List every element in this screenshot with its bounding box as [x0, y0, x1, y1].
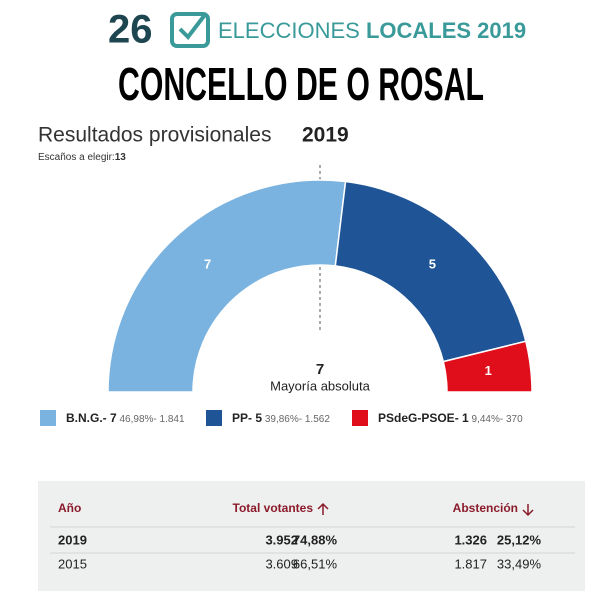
seat-segment	[107, 179, 347, 393]
legend-swatch	[352, 410, 368, 426]
seats-line: Escaños a elegir:13	[38, 152, 126, 163]
table-cell: 1.817	[454, 556, 487, 571]
seats-label: Escaños a elegir:	[38, 152, 115, 163]
seat-segment	[334, 180, 527, 363]
legend-swatch	[206, 410, 222, 426]
seat-label: 1	[485, 363, 492, 378]
legend-seats: 7	[110, 411, 117, 425]
legend-name: PSdeG-PSOE	[378, 411, 455, 425]
legend-entry: B.N.G.- 7 46,98%- 1.841	[66, 411, 185, 425]
legend-name: B.N.G.	[66, 411, 103, 425]
sort-up-icon	[317, 502, 329, 515]
legend-separator: -	[500, 414, 506, 425]
legend-percent: 46,98%	[117, 414, 154, 425]
table-cell: 33,49%	[497, 556, 542, 571]
check-icon	[170, 12, 210, 48]
legend-separator: -	[299, 414, 305, 425]
legend-votes: 1.841	[160, 414, 185, 425]
majority-label: Mayoría absoluta	[270, 378, 370, 393]
seats: 13	[115, 152, 127, 163]
majority: 7	[316, 361, 324, 378]
legend-separator: -	[248, 411, 255, 425]
table-cell: 25,12%	[497, 532, 542, 547]
legend-percent: 39,86%	[262, 414, 299, 425]
legend-votes: 370	[506, 414, 523, 425]
legend-percent: 9,44%	[469, 414, 500, 425]
brand: ELECCIONES LOCALES 2019	[218, 18, 526, 43]
legend-separator: -	[153, 414, 159, 425]
table-cell: 1.326	[454, 532, 487, 547]
table-bg	[38, 481, 585, 591]
table-cell: 74,88%	[293, 532, 338, 547]
legend-separator: -	[103, 411, 110, 425]
page-title: CONCELLO DE O ROSAL	[118, 58, 484, 110]
table-cell: 66,51%	[293, 556, 338, 571]
column-header: Año	[58, 501, 81, 515]
legend-entry: PP- 5 39,86%- 1.562	[232, 411, 330, 425]
table-cell: 3.952	[265, 532, 298, 547]
chart-title: Resultados provisionales	[38, 124, 271, 147]
table-cell: 2015	[58, 556, 87, 571]
seat-segment	[442, 340, 533, 393]
legend-separator: -	[455, 411, 462, 425]
legend-swatch	[40, 410, 56, 426]
seat-label: 5	[429, 257, 436, 272]
legend-entry: PSdeG-PSOE- 1 9,44%- 370	[378, 411, 523, 425]
brand-2: LOCALES 2019	[366, 18, 526, 43]
column-header: Total votantes	[233, 501, 314, 515]
table-cell: 2019	[58, 532, 87, 547]
legend-seats: 5	[255, 411, 262, 425]
legend-seats: 1	[462, 411, 469, 425]
column-header: Abstención	[453, 501, 518, 515]
day: 26	[108, 8, 153, 52]
sort-down-icon	[522, 504, 534, 517]
brand-1: ELECCIONES	[218, 18, 360, 43]
table-cell: 3.609	[265, 556, 298, 571]
legend-votes: 1.562	[305, 414, 330, 425]
chart-year: 2019	[302, 124, 349, 147]
seat-label: 7	[204, 257, 211, 272]
legend-name: PP	[232, 411, 248, 425]
